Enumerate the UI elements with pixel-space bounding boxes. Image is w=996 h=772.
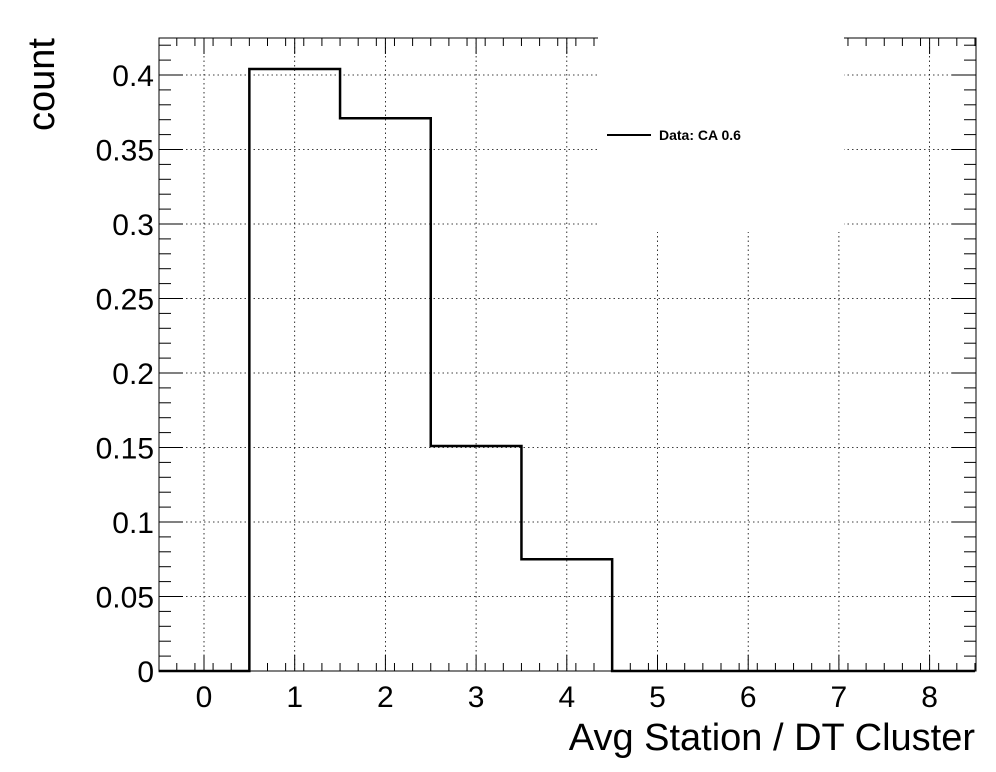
y-tick-label: 0.3 (112, 209, 154, 242)
x-tick-label: 6 (740, 681, 757, 714)
x-tick-label: 5 (649, 681, 666, 714)
y-tick-label: 0.15 (96, 433, 154, 466)
x-tick-label: 7 (831, 681, 848, 714)
series-group (158, 67, 975, 673)
plot-frame (158, 37, 977, 672)
legend-label: Data: CA 0.6 (659, 127, 741, 143)
y-tick-label: 0.2 (112, 358, 154, 391)
x-tick-label: 8 (921, 681, 938, 714)
x-tick-label: 4 (558, 681, 575, 714)
x-axis-title: Avg Station / DT Cluster (569, 717, 976, 759)
y-tick-labels: 0 0.05 0.1 0.15 0.2 0.25 0.3 0.35 0.4 (96, 60, 154, 689)
y-tick-label: 0.05 (96, 582, 154, 615)
axis-ticks (159, 38, 976, 672)
y-tick-label: 0.1 (112, 507, 154, 540)
x-tick-label: 0 (196, 681, 213, 714)
y-tick-label: 0.25 (96, 284, 154, 317)
x-tick-label: 2 (377, 681, 394, 714)
x-tick-label: 3 (468, 681, 485, 714)
x-tick-labels: 0 1 2 3 4 5 6 7 8 (196, 681, 938, 714)
y-tick-label: 0 (137, 656, 154, 689)
y-tick-label: 0.35 (96, 135, 154, 168)
y-tick-label: 0.4 (112, 60, 154, 93)
histogram-series-line (158, 67, 975, 673)
y-axis-title: count (21, 38, 63, 131)
x-tick-label: 1 (286, 681, 303, 714)
legend: Data: CA 0.6 (598, 36, 844, 232)
